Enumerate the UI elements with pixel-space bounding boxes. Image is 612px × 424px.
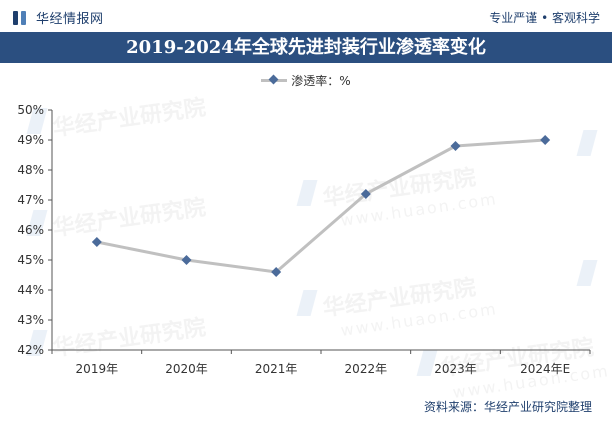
x-tick-label: 2020年 bbox=[165, 362, 208, 376]
brand-logo-icon bbox=[12, 10, 30, 26]
y-tick-label: 49% bbox=[17, 133, 44, 147]
x-tick-label: 2019年 bbox=[76, 362, 119, 376]
brand-name: 华经情报网 bbox=[36, 12, 104, 27]
legend-line-icon bbox=[261, 74, 288, 85]
data-point-marker bbox=[181, 255, 192, 265]
data-point-marker bbox=[271, 267, 282, 277]
top-bar: 华经情报网 专业严谨 • 客观科学 bbox=[0, 0, 612, 32]
data-point-marker bbox=[360, 189, 371, 199]
data-point-marker bbox=[450, 141, 461, 151]
y-tick-label: 50% bbox=[17, 103, 44, 117]
brand: 华经情报网 bbox=[12, 8, 104, 27]
x-tick-label: 2024年E bbox=[520, 362, 570, 376]
x-tick-label: 2023年 bbox=[434, 362, 477, 376]
x-tick-label: 2022年 bbox=[345, 362, 388, 376]
chart-title: 2019-2024年全球先进封装行业渗透率变化 bbox=[0, 32, 612, 63]
data-point-marker bbox=[91, 237, 102, 247]
chart-legend: 渗透率：% bbox=[0, 72, 612, 89]
y-tick-label: 43% bbox=[17, 313, 44, 327]
tagline: 专业严谨 • 客观科学 bbox=[489, 11, 600, 25]
y-tick-label: 42% bbox=[17, 343, 44, 357]
y-tick-label: 47% bbox=[17, 193, 44, 207]
series-line bbox=[96, 138, 546, 274]
legend-label: 渗透率：% bbox=[291, 74, 351, 88]
y-tick-label: 48% bbox=[17, 163, 44, 177]
y-tick-label: 44% bbox=[17, 283, 44, 297]
y-tick-label: 46% bbox=[17, 223, 44, 237]
y-tick-label: 45% bbox=[17, 253, 44, 267]
source-note: 资料来源：华经产业研究院整理 bbox=[423, 400, 592, 414]
data-point-marker bbox=[540, 135, 551, 145]
x-tick-label: 2021年 bbox=[255, 362, 298, 376]
